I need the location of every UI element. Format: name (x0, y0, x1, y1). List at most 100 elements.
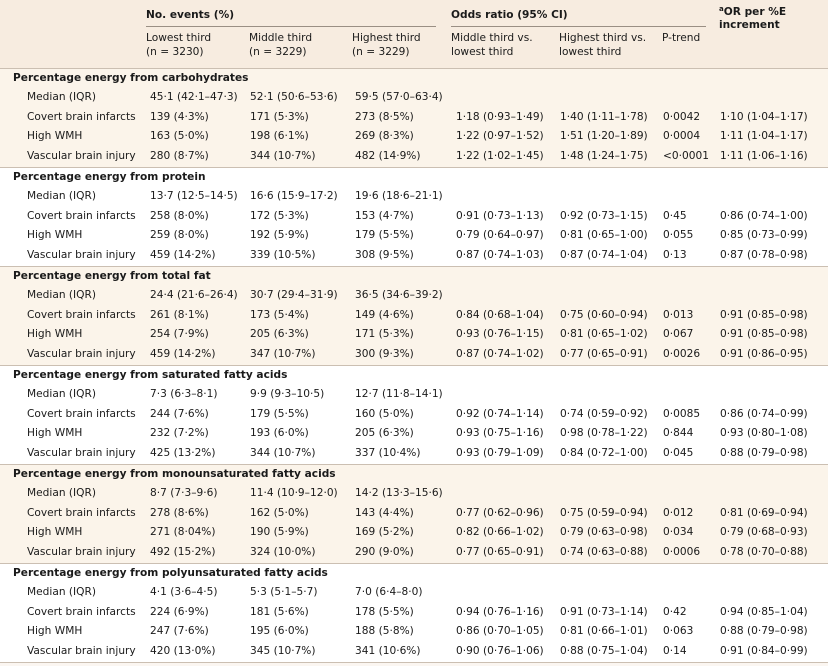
or-middle-cell: 0·82 (0·66–1·02) (456, 526, 544, 538)
or-increment-cell: 0·88 (0·79–0·98) (720, 446, 808, 459)
or-highest-cell: 0·74 (0·59–0·92) (560, 407, 648, 420)
lowest-third-cell: 24·4 (21·6–26·4) (150, 289, 238, 301)
or-middle-cell: 0·93 (0·79–1·09) (456, 446, 544, 459)
row-label: Vascular brain injury (27, 644, 136, 657)
table-row: High WMH 254 (7·9%) 205 (6·3%) 171 (5·3%) 0·… (0, 325, 828, 344)
header-highest-third: Highest third (352, 32, 421, 44)
lowest-third-cell: 232 (7·2%) (150, 427, 209, 439)
highest-third-cell: 143 (4·4%) (355, 506, 414, 519)
row-label: Vascular brain injury (27, 248, 136, 261)
lowest-third-cell: 163 (5·0%) (150, 130, 209, 142)
or-increment-cell: 0·86 (0·74–0·99) (720, 407, 808, 420)
row-label: Median (IQR) (27, 190, 96, 202)
row-label: Median (IQR) (27, 487, 96, 499)
table-row: Vascular brain injury 459 (14·2%) 339 (10·… (0, 246, 828, 265)
header-divider (0, 68, 828, 69)
section-title: Percentage energy from polyunsaturated f… (13, 567, 328, 579)
or-middle-cell: 0·87 (0·74–1·03) (456, 248, 544, 261)
middle-third-cell: 30·7 (29·4–31·9) (250, 289, 338, 301)
header-mid-vs-low-1: Middle third vs. (451, 32, 533, 44)
middle-third-cell: 324 (10·0%) (250, 545, 316, 558)
middle-third-cell: 205 (6·3%) (250, 328, 309, 340)
or-highest-cell: 0·92 (0·73–1·15) (560, 209, 648, 222)
or-increment-cell: 0·93 (0·80–1·08) (720, 427, 808, 439)
highest-third-cell: 153 (4·7%) (355, 209, 414, 222)
highest-third-cell: 7·0 (6·4–8·0) (355, 586, 423, 598)
header-ptrend: P-trend (662, 32, 701, 44)
lowest-third-cell: 459 (14·2%) (150, 248, 216, 261)
header-or-increment: increment (719, 19, 780, 31)
or-increment-cell: 0·88 (0·79–0·98) (720, 625, 808, 637)
middle-third-cell: 171 (5·3%) (250, 110, 309, 123)
row-label: Vascular brain injury (27, 446, 136, 459)
lowest-third-cell: 244 (7·6%) (150, 407, 209, 420)
middle-third-cell: 344 (10·7%) (250, 149, 316, 162)
or-middle-cell: 0·93 (0·76–1·15) (456, 328, 544, 340)
table-row: High WMH 259 (8·0%) 192 (5·9%) 179 (5·5%) 0·… (0, 226, 828, 245)
section-divider (0, 464, 828, 465)
table-row: Median (IQR) 4·1 (3·6–4·5) 5·3 (5·1–5·7) 7·… (0, 583, 828, 602)
or-middle-cell: 0·77 (0·65–0·91) (456, 545, 544, 558)
table-row: Vascular brain injury 425 (13·2%) 344 (10·… (0, 444, 828, 463)
or-increment-cell: 0·91 (0·86–0·95) (720, 347, 808, 360)
highest-third-cell: 482 (14·9%) (355, 149, 421, 162)
or-middle-cell: 1·22 (1·02–1·45) (456, 149, 544, 162)
section-title: Percentage energy from total fat (13, 270, 211, 282)
or-highest-cell: 0·87 (0·74–1·04) (560, 248, 648, 261)
highest-third-cell: 171 (5·3%) (355, 328, 414, 340)
lowest-third-cell: 420 (13·0%) (150, 644, 216, 657)
row-label: Median (IQR) (27, 91, 96, 103)
or-highest-cell: 0·81 (0·66–1·01) (560, 625, 648, 637)
row-label: Covert brain infarcts (27, 506, 136, 519)
middle-third-cell: 5·3 (5·1–5·7) (250, 586, 318, 598)
section-block: Percentage energy from saturated fatty a… (0, 366, 828, 464)
middle-third-cell: 172 (5·3%) (250, 209, 309, 222)
ptrend-cell: 0·0085 (663, 407, 701, 420)
or-middle-cell: 0·79 (0·64–0·97) (456, 229, 544, 241)
header-or-sup: a (719, 5, 724, 13)
row-label: Median (IQR) (27, 586, 96, 598)
header-or-per: aOR per %E (719, 5, 786, 18)
section-title: Percentage energy from carbohydrates (13, 72, 249, 84)
ptrend-cell: 0·034 (663, 526, 694, 538)
lowest-third-cell: 247 (7·6%) (150, 625, 209, 637)
table-row: Median (IQR) 24·4 (21·6–26·4) 30·7 (29·4–3… (0, 286, 828, 305)
section-divider (0, 365, 828, 366)
highest-third-cell: 12·7 (11·8–14·1) (355, 388, 443, 400)
lowest-third-cell: 280 (8·7%) (150, 149, 209, 162)
middle-third-cell: 173 (5·4%) (250, 308, 309, 321)
header-middle-n: (n = 3229) (249, 46, 307, 58)
or-middle-cell: 0·87 (0·74–1·02) (456, 347, 544, 360)
lowest-third-cell: 224 (6·9%) (150, 605, 209, 618)
section-title: Percentage energy from saturated fatty a… (13, 369, 288, 381)
lowest-third-cell: 8·7 (7·3–9·6) (150, 487, 218, 499)
section-block: Percentage energy from protein Median (IQ… (0, 168, 828, 266)
highest-third-cell: 308 (9·5%) (355, 248, 414, 261)
or-middle-cell: 1·18 (0·93–1·49) (456, 110, 544, 123)
header-highest-n: (n = 3229) (352, 46, 410, 58)
lowest-third-cell: 271 (8·04%) (150, 526, 216, 538)
table-row: Covert brain infarcts 244 (7·6%) 179 (5·5%… (0, 405, 828, 424)
ptrend-cell: 0·0026 (663, 347, 701, 360)
highest-third-cell: 337 (10·4%) (355, 446, 421, 459)
table-header: No. events (%) Odds ratio (95% CI) aOR p… (0, 0, 828, 68)
or-highest-cell: 0·88 (0·75–1·04) (560, 644, 648, 657)
or-middle-cell: 0·86 (0·70–1·05) (456, 625, 544, 637)
middle-third-cell: 16·6 (15·9–17·2) (250, 190, 338, 202)
table-row: Covert brain infarcts 258 (8·0%) 172 (5·3%… (0, 207, 828, 226)
highest-third-cell: 36·5 (34·6–39·2) (355, 289, 443, 301)
or-highest-cell: 0·74 (0·63–0·88) (560, 545, 648, 558)
highest-third-cell: 178 (5·5%) (355, 605, 414, 618)
ptrend-cell: 0·045 (663, 446, 694, 459)
row-label: Covert brain infarcts (27, 308, 136, 321)
table-row: Vascular brain injury 492 (15·2%) 324 (10·… (0, 543, 828, 562)
middle-third-cell: 347 (10·7%) (250, 347, 316, 360)
middle-third-cell: 345 (10·7%) (250, 644, 316, 657)
or-increment-cell: 1·10 (1·04–1·17) (720, 110, 808, 123)
highest-third-cell: 169 (5·2%) (355, 526, 414, 538)
table-row: Median (IQR) 8·7 (7·3–9·6) 11·4 (10·9–12·0… (0, 484, 828, 503)
highest-third-cell: 273 (8·5%) (355, 110, 414, 123)
lowest-third-cell: 492 (15·2%) (150, 545, 216, 558)
highest-third-cell: 149 (4·6%) (355, 308, 414, 321)
